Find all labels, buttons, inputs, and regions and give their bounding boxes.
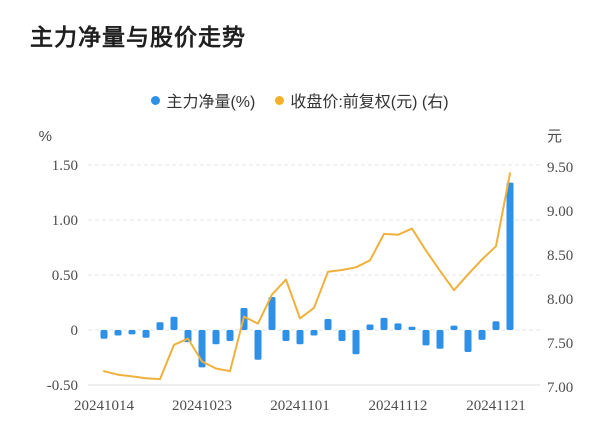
yellow-dot-icon (275, 95, 285, 105)
volume-bar[interactable] (436, 330, 444, 349)
volume-bar[interactable] (338, 330, 346, 341)
left-axis-tick: 1.00 (52, 213, 78, 229)
volume-bar[interactable] (114, 330, 122, 336)
volume-bar[interactable] (394, 323, 402, 330)
volume-bar[interactable] (464, 330, 472, 352)
legend-item-close-price[interactable]: 收盘价:前复权(元) (右) (275, 88, 449, 112)
price-line (103, 172, 511, 381)
volume-bar[interactable] (380, 317, 388, 330)
volume-bar[interactable] (156, 322, 164, 330)
x-axis-date-label: 20241023 (172, 398, 232, 414)
right-axis-tick: 8.50 (547, 248, 573, 264)
volume-bar[interactable] (100, 330, 108, 339)
volume-bar[interactable] (212, 330, 220, 345)
right-axis-tick: 7.00 (547, 380, 573, 396)
legend-item-main-net-volume[interactable]: 主力净量(%) (151, 88, 255, 112)
left-axis-tick: -0.50 (47, 378, 78, 394)
volume-bar[interactable] (226, 330, 234, 341)
chart-title: 主力净量与股价走势 (30, 24, 246, 50)
legend-label: 主力净量(%) (166, 94, 256, 111)
x-axis-date-label: 20241121 (466, 398, 525, 414)
volume-bar[interactable] (324, 319, 332, 330)
right-axis-unit: 元 (547, 128, 562, 145)
x-axis-date-label: 20241014 (74, 398, 135, 414)
volume-bar[interactable] (506, 182, 514, 330)
volume-bar[interactable] (408, 326, 416, 330)
left-axis-tick: 0.50 (52, 268, 78, 284)
volume-bar[interactable] (310, 330, 318, 336)
volume-bar[interactable] (282, 330, 290, 341)
volume-bar[interactable] (450, 325, 458, 330)
left-axis-tick: 0 (71, 323, 79, 339)
x-axis-date-label: 20241101 (270, 398, 329, 414)
volume-bar[interactable] (268, 297, 276, 330)
x-axis-date-label: 20241112 (369, 398, 428, 414)
volume-bar[interactable] (170, 316, 178, 330)
volume-bar[interactable] (128, 330, 136, 335)
left-axis-tick: 1.50 (52, 158, 78, 174)
volume-bar[interactable] (142, 330, 150, 338)
legend-label: 收盘价:前复权(元) (右) (290, 94, 449, 111)
left-axis-unit: % (39, 128, 52, 145)
blue-dot-icon (151, 95, 161, 105)
volume-bar[interactable] (366, 324, 374, 331)
volume-bar[interactable] (254, 330, 262, 360)
volume-bar[interactable] (492, 321, 500, 330)
chart-legend: 主力净量(%) 收盘价:前复权(元) (右) (0, 88, 600, 112)
volume-bar[interactable] (422, 330, 430, 346)
volume-bar[interactable] (352, 330, 360, 355)
right-axis-tick: 8.00 (547, 292, 573, 308)
right-axis-tick: 9.00 (547, 204, 573, 220)
right-axis-tick: 9.50 (547, 160, 573, 176)
volume-bar[interactable] (296, 330, 304, 345)
volume-bar[interactable] (478, 330, 486, 340)
right-axis-tick: 7.50 (547, 336, 573, 352)
